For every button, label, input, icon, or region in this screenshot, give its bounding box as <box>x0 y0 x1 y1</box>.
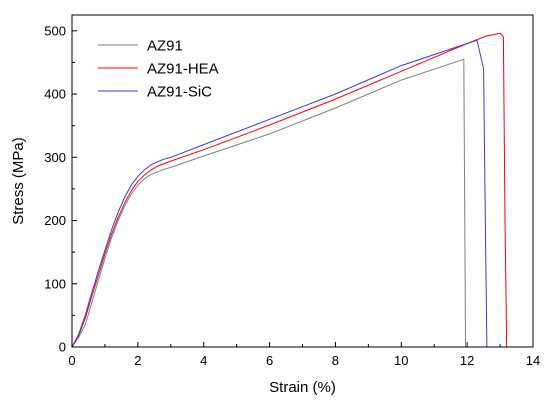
x-tick-label: 8 <box>332 353 339 368</box>
series-line-az91-sic <box>71 39 488 348</box>
y-axis-title: Stress (MPa) <box>10 137 27 225</box>
legend-label: AZ91-SiC <box>147 84 212 101</box>
x-tick-label: 6 <box>266 353 273 368</box>
y-tick-label: 300 <box>44 150 66 165</box>
x-axis: 0 2 4 6 8 10 12 14 <box>68 342 540 368</box>
x-tick-label: 0 <box>68 353 75 368</box>
y-axis: 0 100 200 300 400 500 <box>44 23 77 355</box>
legend: AZ91 AZ91-HEA AZ91-SiC <box>98 38 219 101</box>
x-axis-title: Strain (%) <box>269 379 336 396</box>
x-tick-label: 10 <box>394 353 408 368</box>
x-tick-label: 14 <box>526 353 540 368</box>
x-tick-label: 4 <box>200 353 207 368</box>
y-tick-label: 0 <box>59 340 66 355</box>
y-tick-label: 500 <box>44 23 66 38</box>
series-line-az91-hea <box>71 32 508 348</box>
plot-area <box>71 32 508 348</box>
legend-label: AZ91-HEA <box>147 61 219 78</box>
series-line-az91 <box>71 58 466 348</box>
y-tick-label: 400 <box>44 87 66 102</box>
x-tick-label: 2 <box>134 353 141 368</box>
y-tick-label: 200 <box>44 213 66 228</box>
y-tick-label: 100 <box>44 276 66 291</box>
x-tick-label: 12 <box>460 353 474 368</box>
legend-label: AZ91 <box>147 38 183 55</box>
